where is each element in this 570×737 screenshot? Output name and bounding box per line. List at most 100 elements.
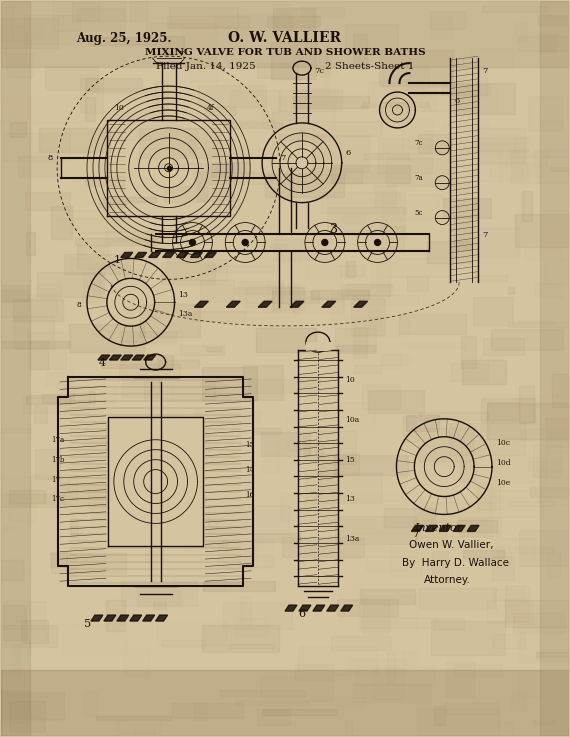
Text: Aug. 25, 1925.: Aug. 25, 1925.	[76, 32, 172, 45]
Bar	[106, 424, 155, 454]
Bar	[508, 287, 514, 294]
Bar	[188, 519, 217, 531]
Bar	[492, 634, 524, 649]
Bar	[362, 383, 400, 409]
Bar	[0, 428, 30, 432]
Bar	[262, 432, 310, 456]
Circle shape	[242, 240, 248, 245]
Bar	[272, 8, 315, 30]
Bar	[214, 49, 225, 53]
Bar	[1, 1, 30, 736]
Bar	[342, 214, 365, 223]
Text: O. W. VALLIER: O. W. VALLIER	[229, 31, 341, 45]
Bar	[434, 706, 445, 725]
Bar	[421, 91, 475, 111]
Bar	[196, 430, 209, 458]
Bar	[24, 15, 80, 43]
Bar	[146, 23, 217, 49]
Bar	[362, 102, 429, 107]
Bar	[271, 42, 316, 79]
Bar	[442, 122, 488, 127]
Bar	[459, 88, 497, 110]
Polygon shape	[142, 615, 154, 621]
Bar	[66, 553, 76, 579]
Bar	[459, 517, 501, 536]
Bar	[373, 668, 404, 699]
Bar	[482, 7, 547, 13]
Polygon shape	[313, 605, 325, 611]
Text: Owen W. Vallier,: Owen W. Vallier,	[409, 540, 494, 551]
Bar	[220, 690, 304, 696]
Bar	[348, 659, 406, 673]
Bar	[551, 167, 570, 170]
Text: 10d: 10d	[496, 458, 511, 467]
Bar	[235, 618, 267, 636]
Bar	[515, 214, 570, 247]
Bar	[185, 528, 242, 545]
Bar	[0, 560, 23, 580]
Bar	[193, 311, 245, 321]
Bar	[386, 158, 457, 186]
Bar	[246, 286, 295, 318]
Bar	[545, 259, 570, 284]
Bar	[533, 720, 554, 724]
Text: 14: 14	[245, 466, 254, 474]
Text: MIXING VALVE FOR TUB AND SHOWER BATHS: MIXING VALVE FOR TUB AND SHOWER BATHS	[145, 48, 425, 57]
Bar	[62, 483, 128, 503]
Bar	[519, 530, 570, 566]
Bar	[352, 584, 363, 601]
Bar	[335, 516, 417, 544]
Bar	[158, 36, 184, 54]
Bar	[466, 722, 513, 737]
Bar	[255, 327, 316, 352]
Bar	[459, 137, 528, 151]
Text: 10a: 10a	[345, 416, 359, 424]
Bar	[14, 315, 54, 349]
Bar	[406, 415, 439, 431]
Polygon shape	[205, 253, 217, 257]
Bar	[522, 191, 532, 220]
Bar	[272, 291, 319, 303]
Bar	[443, 198, 491, 218]
Text: 13: 13	[178, 291, 189, 299]
Bar	[534, 150, 547, 167]
Bar	[400, 313, 466, 334]
Bar	[132, 495, 205, 503]
Bar	[470, 48, 512, 68]
Polygon shape	[132, 355, 144, 360]
Polygon shape	[194, 301, 209, 307]
Bar	[263, 97, 335, 128]
Bar	[497, 538, 535, 567]
Text: 7a: 7a	[414, 174, 423, 182]
Bar	[515, 24, 526, 40]
Bar	[345, 317, 409, 335]
Bar	[321, 192, 405, 213]
Bar	[511, 694, 525, 710]
Bar	[316, 431, 356, 464]
Bar	[166, 16, 249, 28]
Bar	[519, 624, 570, 660]
Bar	[419, 588, 495, 609]
Bar	[18, 156, 59, 177]
Bar	[154, 81, 168, 108]
Bar	[481, 398, 535, 422]
Bar	[382, 143, 403, 153]
Bar	[91, 507, 121, 524]
Bar	[378, 139, 431, 172]
Bar	[401, 652, 418, 663]
Bar	[431, 551, 448, 583]
Bar	[460, 461, 476, 481]
Text: 13a: 13a	[345, 535, 359, 543]
Bar	[56, 217, 125, 231]
Bar	[178, 495, 202, 519]
Bar	[120, 331, 176, 342]
Bar	[121, 581, 197, 606]
Bar	[508, 501, 554, 506]
Polygon shape	[144, 355, 156, 360]
Bar	[0, 692, 64, 719]
Bar	[487, 600, 534, 624]
Bar	[401, 343, 464, 349]
Bar	[390, 548, 421, 576]
Bar	[230, 91, 279, 112]
Bar	[88, 488, 127, 509]
